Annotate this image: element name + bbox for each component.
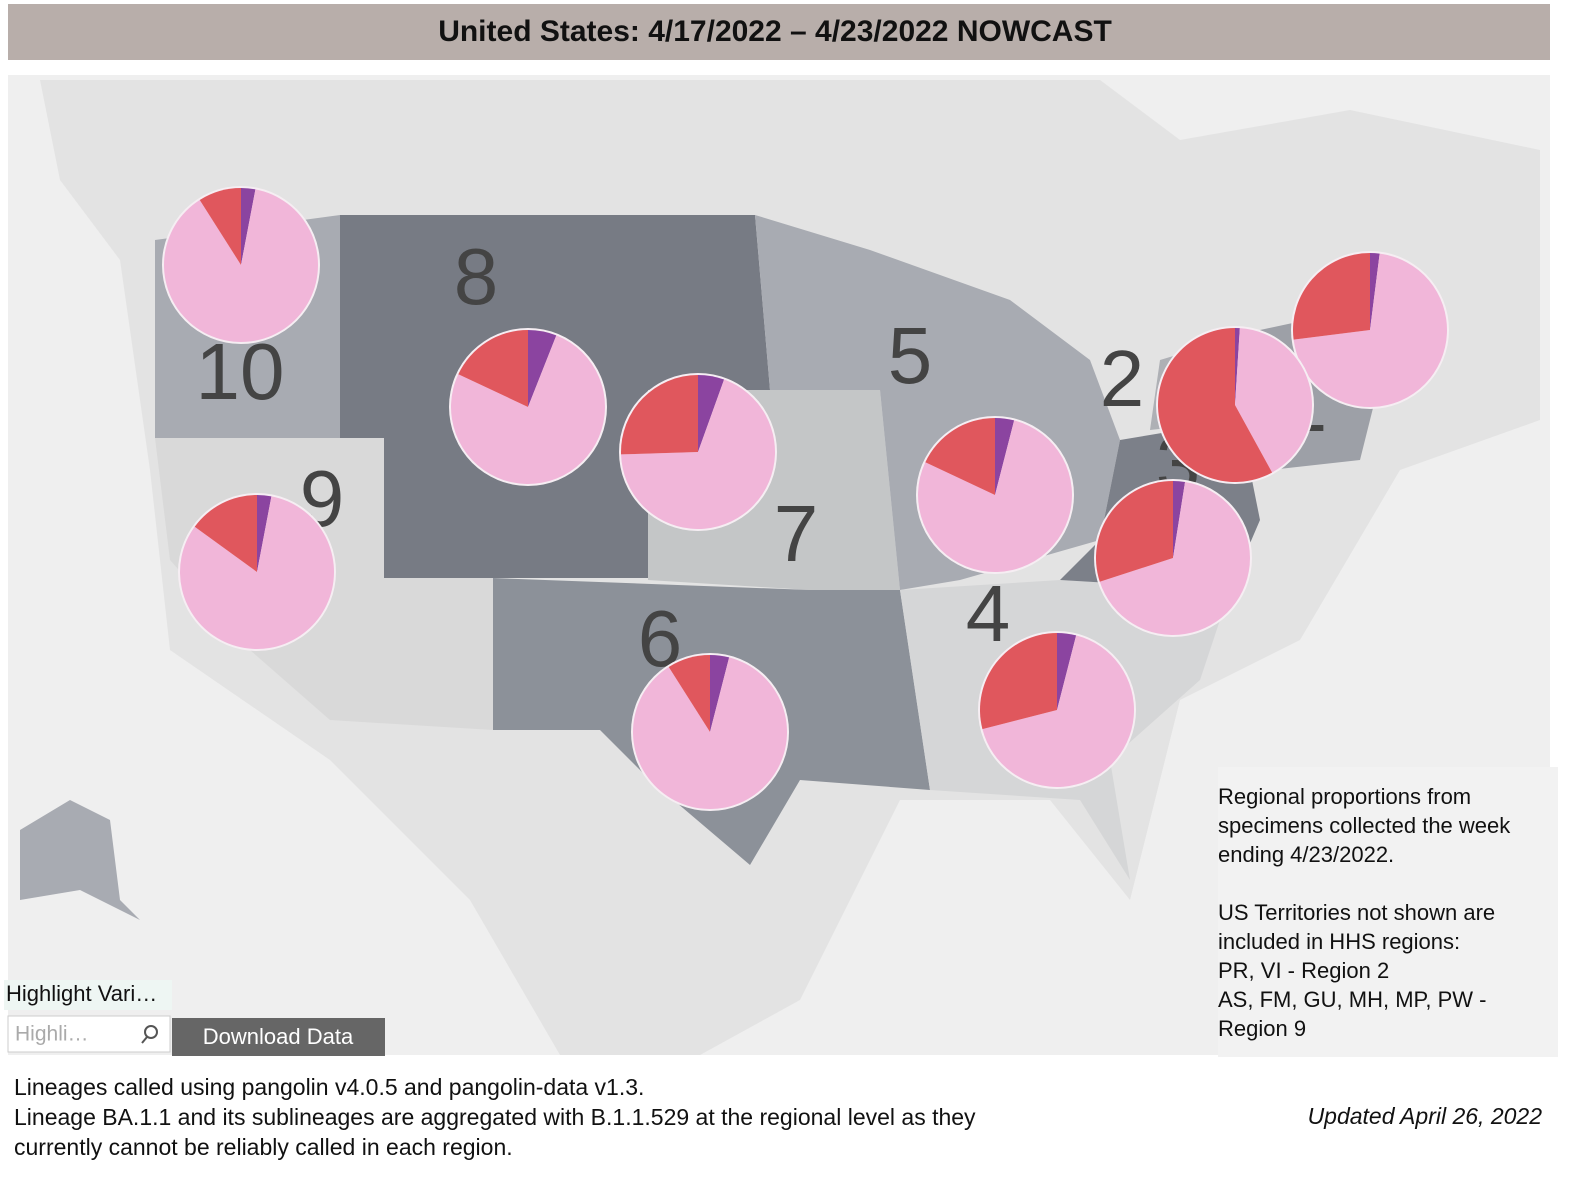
note: Regional proportions from specimens colle… [1218,784,1511,1041]
pie-slice [1293,253,1447,407]
pie-slice [241,188,256,265]
note-line: Regional proportions from [1218,784,1471,809]
pie-layer: 12345678910 [162,186,1449,811]
region-number: 5 [888,311,933,400]
note-line: included in HHS regions: [1218,929,1460,954]
pie-slice [194,495,257,572]
title: United States: 4/17/2022 – 4/23/2022 NOW… [438,15,1112,48]
footer: Lineages called using pangolin v4.0.5 an… [14,1074,976,1160]
pie-slice [528,330,557,407]
highlight-label: Highlight Vari… [6,981,157,1006]
updated-date: Updated April 26, 2022 [1308,1103,1543,1129]
title-bar [8,4,1550,60]
search-icon [141,1036,148,1044]
pie-slice [979,633,1057,730]
region-number: 4 [966,569,1011,658]
pie-slice [1173,481,1186,558]
note-line: Region 9 [1218,1016,1306,1041]
base-map [8,75,1550,1055]
highlight-label-bg [4,980,172,1010]
pie-slice [1235,328,1240,405]
pie-slice [1158,328,1273,482]
region-number: 7 [774,489,819,578]
region-number: 2 [1100,334,1145,423]
alaska [20,800,140,920]
pie-slice [180,496,334,650]
pie-slice [710,655,730,732]
pie-slice [1235,328,1312,473]
region-number: 8 [454,232,499,321]
pie-slice [918,420,1072,572]
note-line: PR, VI - Region 2 [1218,958,1389,983]
pie-slice [164,189,319,342]
pie-slice [257,495,272,572]
button-label[interactable]: Download Data [203,1024,354,1049]
search-placeholder: Highli… [15,1023,89,1046]
pie-slice [621,379,775,529]
download-button[interactable]: Download Data [172,1018,385,1056]
footer-line: Lineages called using pangolin v4.0.5 an… [14,1074,644,1100]
footer-line: currently cannot be reliably called in e… [14,1134,513,1160]
note-line: specimens collected the week [1218,813,1511,838]
button-bg[interactable] [172,1018,385,1056]
pie-slice [698,375,725,452]
search-input[interactable] [7,1015,171,1053]
footer-line: Lineage BA.1.1 and its sublineages are a… [14,1104,976,1130]
pie-slice [1293,253,1370,340]
pie-slice [1370,253,1380,330]
note-line: US Territories not shown are [1218,900,1495,925]
pie-slice [982,635,1134,787]
pie-slice [1099,481,1250,635]
note-line: AS, FM, GU, MH, MP, PW - [1218,987,1487,1012]
pie-slice [925,418,995,495]
pie-slice [668,655,710,732]
note-line: ending 4/23/2022. [1218,842,1394,867]
pie-slice [451,335,606,484]
pie-slice [995,417,1015,495]
search-box[interactable]: Highli… [7,1015,171,1053]
pie-slice [621,375,698,455]
pie-slice [1057,633,1077,710]
pie-slice [458,330,528,407]
search-icon [144,1025,158,1039]
pie-slice [1096,481,1173,582]
pie-slice [199,188,241,265]
pie-slice [633,657,788,809]
note-box [1218,767,1558,1057]
